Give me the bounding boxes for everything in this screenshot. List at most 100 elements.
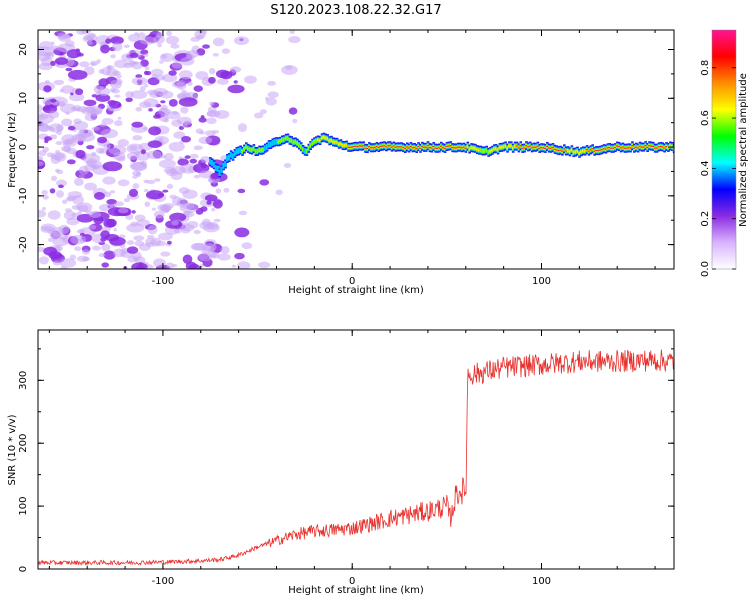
noise-blob	[215, 69, 230, 79]
ridge-cell	[648, 145, 651, 147]
noise-blob	[182, 124, 188, 129]
ridge-cell	[534, 146, 538, 148]
ridge-cell	[220, 166, 224, 173]
ridge-cell	[421, 145, 424, 147]
noise-blob	[220, 246, 230, 255]
ridge-cell	[489, 150, 492, 153]
noise-blob	[171, 220, 179, 226]
noise-blob	[54, 168, 60, 173]
ridge-cell	[434, 147, 437, 149]
noise-blob	[102, 176, 116, 185]
ridge-cell	[390, 146, 394, 148]
noise-blob	[150, 237, 162, 247]
noise-blob	[157, 193, 164, 197]
ridge-cell	[275, 138, 278, 145]
spectrogram-y-axis-label: Frequency (Hz)	[7, 112, 18, 188]
noise-blob	[159, 52, 175, 62]
noise-region	[38, 30, 301, 269]
y-tick-label: -10	[18, 188, 29, 204]
noise-blob	[275, 189, 283, 195]
ridge-cell	[633, 147, 636, 149]
noise-blob	[183, 120, 192, 125]
noise-blob	[211, 207, 216, 212]
noise-blob	[101, 243, 111, 252]
ridge-cell	[273, 139, 277, 146]
ridge-cell	[525, 145, 528, 147]
noise-blob	[163, 152, 174, 161]
noise-blob	[93, 216, 104, 225]
ridge-cell	[593, 150, 596, 152]
ridge-cell	[470, 146, 473, 149]
noise-blob	[71, 204, 81, 210]
colorbar: 0.0 0.2 0.4 0.6 0.8 Normalized spectral ampl…	[700, 29, 749, 277]
ridge-cell	[606, 147, 610, 149]
ridge-cell	[670, 145, 674, 148]
ridge-cell	[449, 145, 453, 147]
y-tick-label: 0	[18, 566, 29, 572]
ridge-cell	[597, 150, 600, 152]
noise-blob	[42, 97, 54, 106]
y-tick-label: 300	[18, 371, 29, 390]
ridge-cell	[566, 149, 570, 152]
noise-blob	[210, 172, 221, 180]
ridge-cell	[347, 146, 350, 148]
ridge-cell	[405, 146, 409, 148]
ridge-cell	[576, 149, 579, 153]
noise-blob	[135, 171, 142, 178]
ridge-cell	[453, 147, 456, 149]
noise-blob	[110, 54, 116, 59]
noise-blob	[76, 202, 93, 213]
noise-blob	[223, 187, 230, 193]
noise-blob	[58, 234, 68, 240]
ridge-cell	[602, 148, 606, 150]
ridge-cell	[430, 147, 434, 149]
noise-blob	[237, 123, 247, 133]
noise-blob	[78, 174, 85, 178]
y-tick-label: 0	[18, 144, 29, 150]
x-tick-label: 0	[349, 276, 355, 287]
noise-blob	[135, 107, 142, 112]
noise-blob	[55, 140, 63, 145]
noise-blob	[131, 61, 143, 70]
ridge-cell	[462, 146, 466, 148]
noise-blob	[87, 106, 103, 115]
ridge-cell	[349, 146, 352, 148]
ridge-cell	[379, 145, 383, 148]
ridge-cell	[354, 145, 358, 147]
ridge-cell	[636, 147, 640, 149]
noise-blob	[157, 43, 162, 48]
noise-blob	[160, 155, 167, 159]
ridge-cell	[368, 146, 371, 148]
noise-blob	[105, 38, 112, 44]
noise-blob	[150, 68, 164, 77]
ridge-cell	[538, 147, 542, 150]
ridge-cell	[409, 145, 413, 148]
ridge-cell	[424, 146, 428, 148]
noise-blob	[283, 162, 292, 169]
ridge-cell	[587, 150, 591, 152]
noise-blob	[86, 145, 95, 150]
noise-blob	[92, 166, 97, 170]
noise-blob	[129, 145, 138, 151]
ridge-cell	[598, 149, 602, 151]
noise-blob	[153, 210, 165, 219]
ridge-cell	[337, 143, 341, 146]
colorbar-tick-label: 0.8	[700, 60, 711, 76]
noise-blob	[84, 113, 97, 122]
ridge-cell	[504, 144, 507, 148]
noise-blob	[112, 248, 126, 258]
noise-blob	[60, 103, 77, 114]
ridge-cell	[373, 147, 377, 149]
ridge-cell	[296, 141, 299, 146]
noise-blob	[180, 106, 189, 114]
noise-blob	[126, 240, 135, 245]
noise-blob	[159, 90, 174, 99]
noise-blob	[117, 116, 122, 120]
noise-blob	[159, 60, 164, 64]
ridge-cell	[616, 145, 619, 147]
noise-blob	[147, 224, 158, 235]
noise-blob	[100, 128, 119, 139]
noise-blob	[41, 206, 46, 211]
noise-blob	[131, 121, 144, 128]
